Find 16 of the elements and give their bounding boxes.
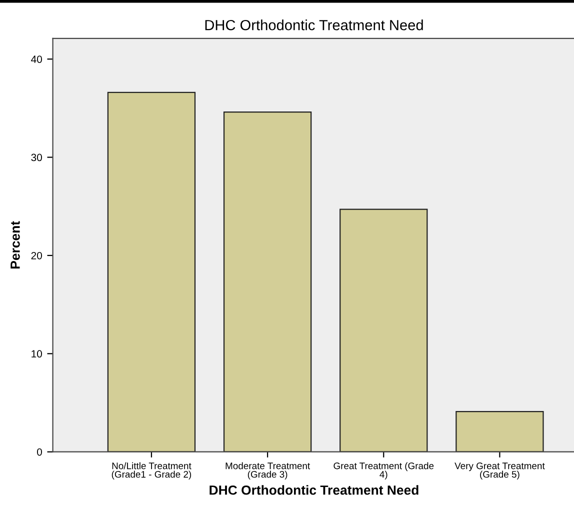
bar xyxy=(223,112,312,452)
y-axis-title: Percent xyxy=(10,221,20,268)
y-tick-label: 10 xyxy=(32,350,42,358)
bar xyxy=(456,411,544,452)
bar xyxy=(107,92,196,452)
x-axis-title: DHC Orthodontic Treatment Need xyxy=(210,485,418,495)
y-tick-label: 0 xyxy=(37,448,42,456)
y-tick-label: 40 xyxy=(31,56,42,63)
y-tick-label: 30 xyxy=(31,154,42,162)
x-tick-label: Very Great Treatment (Grade 5) xyxy=(454,462,545,480)
bar xyxy=(340,208,428,452)
x-tick-label: No/Little Treatment (Grade1 - Grade 2) xyxy=(112,462,192,480)
y-tick-label: 20 xyxy=(31,252,42,260)
x-tick-label: Moderate Treatment (Grade 3) xyxy=(226,462,310,480)
x-tick-label: Great Treatment (Grade 4) xyxy=(334,462,434,480)
chart-title: DHC Orthodontic Treatment Need xyxy=(205,20,423,30)
